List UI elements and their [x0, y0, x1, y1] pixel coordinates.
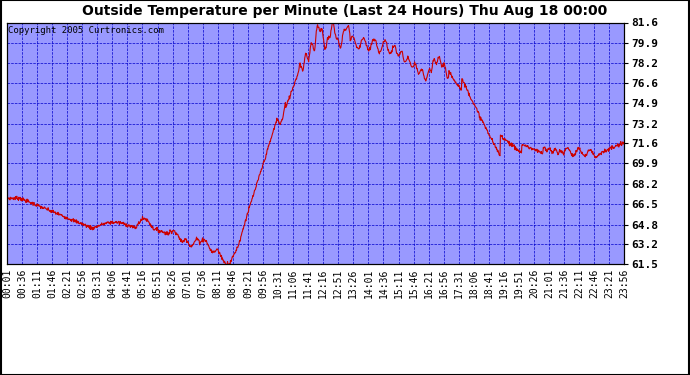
Text: 05:51: 05:51: [152, 268, 163, 297]
Text: 16:56: 16:56: [439, 268, 449, 297]
Text: 11:06: 11:06: [288, 268, 298, 297]
Text: 08:46: 08:46: [228, 268, 238, 297]
Text: 03:31: 03:31: [92, 268, 102, 297]
Text: 23:21: 23:21: [604, 268, 614, 297]
Text: 07:36: 07:36: [198, 268, 208, 297]
Text: 09:56: 09:56: [258, 268, 268, 297]
Text: 05:16: 05:16: [137, 268, 148, 297]
Text: 18:06: 18:06: [469, 268, 479, 297]
Text: 07:01: 07:01: [183, 268, 193, 297]
Text: 19:51: 19:51: [514, 268, 524, 297]
Text: Outside Temperature per Minute (Last 24 Hours) Thu Aug 18 00:00: Outside Temperature per Minute (Last 24 …: [82, 4, 608, 18]
Text: 06:26: 06:26: [168, 268, 177, 297]
Text: 04:41: 04:41: [122, 268, 132, 297]
Text: 21:01: 21:01: [544, 268, 554, 297]
Text: 20:26: 20:26: [529, 268, 539, 297]
Text: 14:36: 14:36: [378, 268, 388, 297]
Text: 02:56: 02:56: [77, 268, 87, 297]
Text: 11:41: 11:41: [303, 268, 313, 297]
Text: 00:01: 00:01: [2, 268, 12, 297]
Text: 18:41: 18:41: [484, 268, 494, 297]
Text: 09:21: 09:21: [243, 268, 253, 297]
Text: 00:36: 00:36: [17, 268, 27, 297]
Text: 04:06: 04:06: [108, 268, 117, 297]
Text: 10:31: 10:31: [273, 268, 283, 297]
Text: 15:46: 15:46: [408, 268, 419, 297]
Text: 14:01: 14:01: [364, 268, 373, 297]
Text: 23:56: 23:56: [620, 268, 629, 297]
Text: 02:21: 02:21: [62, 268, 72, 297]
Text: 08:11: 08:11: [213, 268, 223, 297]
Text: 13:26: 13:26: [348, 268, 358, 297]
Text: 15:11: 15:11: [393, 268, 404, 297]
Text: 22:11: 22:11: [574, 268, 584, 297]
Text: 12:16: 12:16: [318, 268, 328, 297]
Text: 16:21: 16:21: [424, 268, 433, 297]
Text: 22:46: 22:46: [589, 268, 600, 297]
Text: 01:11: 01:11: [32, 268, 42, 297]
Text: 19:16: 19:16: [499, 268, 509, 297]
Text: 17:31: 17:31: [454, 268, 464, 297]
Text: 21:36: 21:36: [559, 268, 569, 297]
Text: 12:51: 12:51: [333, 268, 343, 297]
Text: 01:46: 01:46: [47, 268, 57, 297]
Text: Copyright 2005 Curtronics.com: Copyright 2005 Curtronics.com: [8, 26, 164, 35]
